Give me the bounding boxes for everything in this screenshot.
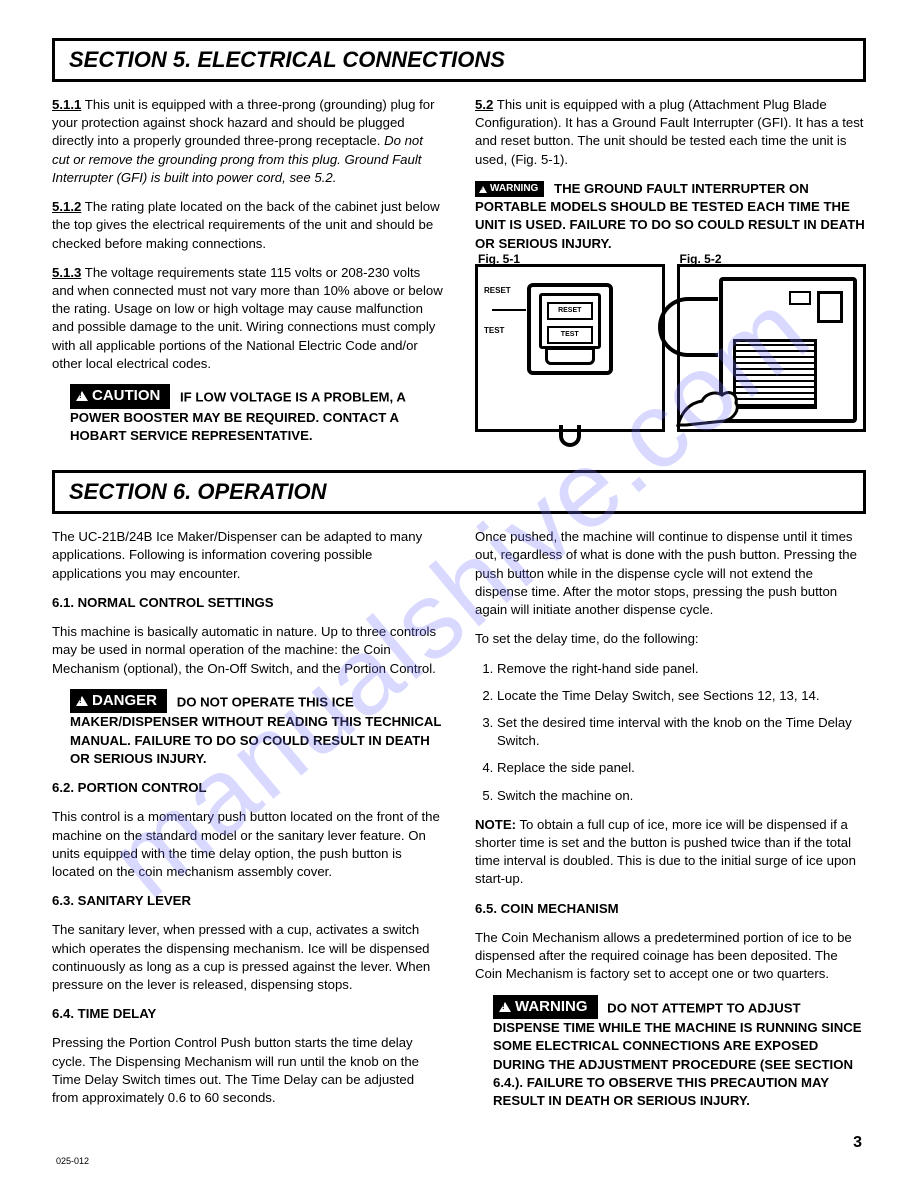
section-6-columns: The UC-21B/24B Ice Maker/Dispenser can b… — [52, 528, 866, 1121]
plug-base — [545, 347, 595, 365]
heading-5-1-3: 5.1.3 — [52, 265, 81, 280]
section-5-col-right: 5.2 This unit is equipped with a plug (A… — [475, 96, 866, 456]
text-5-2: This unit is equipped with a plug (Attac… — [475, 97, 863, 167]
heading-6-5: 6.5. COIN MECHANISM — [475, 900, 866, 918]
text-5-1-3: The voltage requirements state 115 volts… — [52, 265, 443, 371]
outlet-drawing — [817, 291, 843, 323]
figure-5-2-label: Fig. 5-2 — [680, 251, 722, 268]
figure-5-2: Fig. 5-2 — [677, 264, 867, 432]
section-6-col-left: The UC-21B/24B Ice Maker/Dispenser can b… — [52, 528, 443, 1121]
heading-6-3: 6.3. SANITARY LEVER — [52, 892, 443, 910]
text-6-4: Pressing the Portion Control Push button… — [52, 1034, 443, 1107]
caution-badge: CAUTION — [70, 384, 170, 409]
caution-label: CAUTION — [92, 386, 160, 407]
revision-code: 025-012 — [56, 1156, 89, 1166]
step-1: Remove the right-hand side panel. — [497, 660, 866, 678]
warning-label-sm: WARNING — [490, 182, 538, 196]
danger-badge: DANGER — [70, 689, 167, 714]
gfi-plug-drawing: RESET TEST — [527, 283, 613, 375]
text-6-4-lead: To set the delay time, do the following: — [475, 630, 866, 648]
figure-5-1-label: Fig. 5-1 — [478, 251, 520, 268]
para-6-intro: The UC-21B/24B Ice Maker/Dispenser can b… — [52, 528, 443, 583]
heading-5-1-2: 5.1.2 — [52, 199, 81, 214]
heading-5-2: 5.2 — [475, 97, 493, 112]
danger-label: DANGER — [92, 691, 157, 712]
note-block: NOTE: To obtain a full cup of ice, more … — [475, 816, 866, 889]
warning-badge: WARNING — [493, 995, 598, 1020]
step-3: Set the desired time interval with the k… — [497, 714, 866, 750]
warning-triangle-icon — [76, 391, 88, 401]
step-5: Switch the machine on. — [497, 787, 866, 805]
caution-block-5: CAUTION IF LOW VOLTAGE IS A PROBLEM, A P… — [52, 384, 443, 445]
para-5-1-3: 5.1.3 The voltage requirements state 115… — [52, 264, 443, 373]
text-6-4-cont: Once pushed, the machine will continue t… — [475, 528, 866, 619]
para-5-1-1: 5.1.1 This unit is equipped with a three… — [52, 96, 443, 187]
figures-row: Fig. 5-1 RESET TEST RESET TEST Fig. 5-2 — [475, 264, 866, 432]
warning-triangle-icon — [76, 696, 88, 706]
warning-label: WARNING — [515, 997, 588, 1018]
hand-drawing — [676, 381, 742, 427]
text-5-1-2: The rating plate located on the back of … — [52, 199, 440, 250]
text-5-1-1a: This unit is equipped with a three-prong… — [52, 97, 434, 148]
cord-stub — [559, 425, 581, 447]
para-5-1-2: 5.1.2 The rating plate located on the ba… — [52, 198, 443, 253]
page-number: 3 — [853, 1134, 862, 1152]
heading-5-1-1: 5.1.1 — [52, 97, 81, 112]
note-text: To obtain a full cup of ice, more ice wi… — [475, 817, 856, 887]
text-6-1: This machine is basically automatic in n… — [52, 623, 443, 678]
section-6-heading-box: SECTION 6. OPERATION — [52, 470, 866, 514]
warning-block-6-5: WARNING DO NOT ATTEMPT TO ADJUST DISPENS… — [475, 995, 866, 1111]
callout-test: TEST — [484, 325, 504, 336]
test-button-drawing: TEST — [547, 326, 593, 344]
section-5-col-left: 5.1.1 This unit is equipped with a three… — [52, 96, 443, 456]
text-6-3: The sanitary lever, when pressed with a … — [52, 921, 443, 994]
text-6-2: This control is a momentary push button … — [52, 808, 443, 881]
heading-6-1: 6.1. NORMAL CONTROL SETTINGS — [52, 594, 443, 612]
gfi-face: RESET TEST — [539, 293, 601, 349]
warning-block-5-2: WARNING THE GROUND FAULT INTERRUPTER ON … — [475, 180, 866, 253]
figure-5-1: Fig. 5-1 RESET TEST RESET TEST — [475, 264, 665, 432]
warning-triangle-icon — [479, 186, 487, 193]
reset-button-drawing: RESET — [547, 302, 593, 320]
section-5-columns: 5.1.1 This unit is equipped with a three… — [52, 96, 866, 456]
step-4: Replace the side panel. — [497, 759, 866, 777]
callout-reset: RESET — [484, 285, 511, 296]
power-cord-drawing — [658, 297, 718, 357]
heading-6-4: 6.4. TIME DELAY — [52, 1005, 443, 1023]
warning-triangle-icon — [499, 1002, 511, 1012]
section-6-title: SECTION 6. OPERATION — [69, 479, 327, 505]
leader-line — [492, 309, 526, 311]
para-5-2: 5.2 This unit is equipped with a plug (A… — [475, 96, 866, 169]
steps-list: Remove the right-hand side panel. Locate… — [475, 660, 866, 805]
heading-6-2: 6.2. PORTION CONTROL — [52, 779, 443, 797]
section-6-col-right: Once pushed, the machine will continue t… — [475, 528, 866, 1121]
step-2: Locate the Time Delay Switch, see Sectio… — [497, 687, 866, 705]
note-label: NOTE: — [475, 817, 516, 832]
danger-block-6: DANGER DO NOT OPERATE THIS ICE MAKER/DIS… — [52, 689, 443, 768]
warning-badge-small: WARNING — [475, 181, 544, 197]
vent-grille-drawing — [733, 339, 817, 409]
section-5-heading-box: SECTION 5. ELECTRICAL CONNECTIONS — [52, 38, 866, 82]
text-6-5: The Coin Mechanism allows a predetermine… — [475, 929, 866, 984]
section-5-title: SECTION 5. ELECTRICAL CONNECTIONS — [69, 47, 505, 73]
switch-drawing — [789, 291, 811, 305]
